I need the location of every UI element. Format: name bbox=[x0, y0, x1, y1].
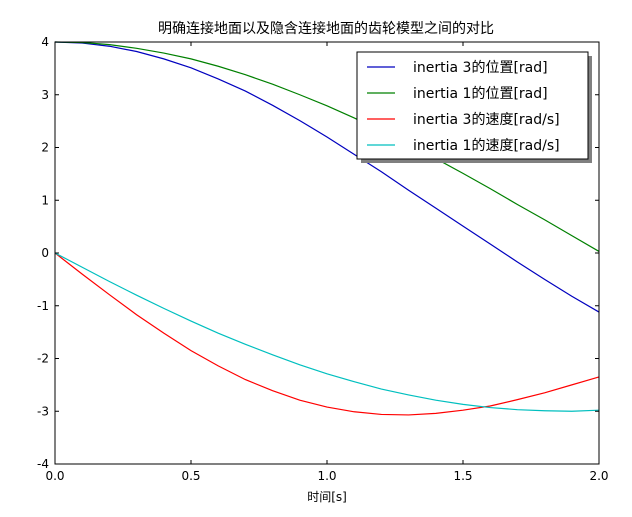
y-tick-label: -3 bbox=[37, 404, 49, 418]
legend-label-2: inertia 1的位置[rad] bbox=[413, 86, 548, 102]
x-axis-label: 时间[s] bbox=[307, 490, 347, 504]
legend: inertia 3的位置[rad] inertia 1的位置[rad] inerti… bbox=[356, 51, 592, 163]
y-tick-label: 3 bbox=[41, 88, 49, 102]
series-line-3 bbox=[54, 252, 600, 416]
y-tick-label: 0 bbox=[41, 246, 49, 260]
x-axis-ticks: 0.0 0.5 1.0 1.5 2.0 bbox=[45, 42, 609, 483]
legend-label-3: inertia 3的速度[rad/s] bbox=[413, 112, 560, 128]
y-tick-label: -2 bbox=[37, 352, 49, 366]
legend-label-1: inertia 3的位置[rad] bbox=[413, 60, 548, 76]
x-tick-label: 1.0 bbox=[317, 469, 336, 483]
x-tick-label: 0.5 bbox=[181, 469, 200, 483]
series-line-4 bbox=[54, 252, 600, 412]
legend-label-4: inertia 1的速度[rad/s] bbox=[413, 138, 560, 154]
series-line-1 bbox=[54, 41, 600, 313]
y-tick-label: 4 bbox=[41, 35, 49, 49]
chart-title: 明确连接地面以及隐含连接地面的齿轮模型之间的对比 bbox=[158, 20, 494, 37]
y-tick-label: 1 bbox=[41, 193, 49, 207]
y-tick-label: 2 bbox=[41, 141, 49, 155]
x-tick-label: 2.0 bbox=[589, 469, 608, 483]
series-line-2 bbox=[54, 41, 600, 252]
x-tick-label: 1.5 bbox=[453, 469, 472, 483]
legend-box bbox=[356, 51, 589, 160]
y-axis-ticks: -4 -3 -2 -1 0 1 2 3 4 bbox=[37, 35, 599, 471]
legend-entries: inertia 3的位置[rad] inertia 1的位置[rad] inerti… bbox=[367, 60, 560, 154]
y-tick-label: -1 bbox=[37, 299, 49, 313]
x-tick-label: 0.0 bbox=[45, 469, 64, 483]
y-tick-label: -4 bbox=[37, 457, 49, 471]
series-lines bbox=[54, 41, 600, 416]
